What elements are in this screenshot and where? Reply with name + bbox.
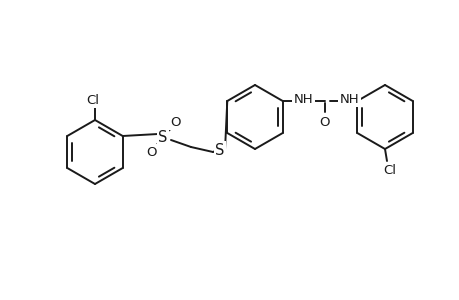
Text: O: O [170,116,181,128]
Text: NH: NH [293,92,313,106]
Text: O: O [319,116,329,128]
Text: NH: NH [339,92,359,106]
Text: Cl: Cl [383,164,396,176]
Text: S: S [158,130,168,145]
Text: Cl: Cl [86,94,99,106]
Text: O: O [146,146,157,158]
Text: S: S [215,142,224,158]
